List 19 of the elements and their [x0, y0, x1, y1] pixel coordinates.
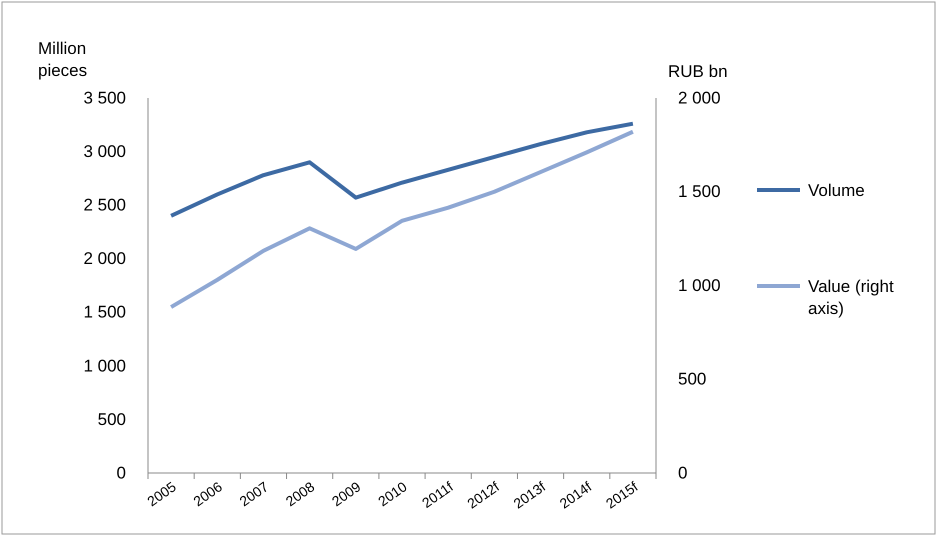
y-tick-label: 3 500 — [83, 88, 126, 108]
legend-label: Value (right axis) — [808, 277, 894, 318]
y2-tick-label: 1 500 — [678, 182, 721, 202]
line-series — [169, 122, 635, 218]
y2-tick-label: 2 000 — [678, 88, 721, 108]
y-tick-label: 500 — [98, 410, 126, 429]
y-axis-title: Million pieces — [38, 39, 88, 80]
y2-axis-title: RUB bn — [668, 62, 728, 81]
y-tick-label: 2 500 — [83, 196, 126, 215]
line-series — [169, 130, 635, 310]
y2-tick-label: 0 — [678, 463, 688, 482]
y-tick-label: 1 500 — [83, 302, 126, 322]
y-tick-label: 2 000 — [83, 249, 126, 268]
y-tick-label: 0 — [116, 463, 126, 482]
y-tick-label: 3 000 — [83, 142, 126, 162]
y2-tick-label: 500 — [678, 370, 706, 389]
legend-label: Volume — [808, 181, 865, 200]
y2-tick-label: 1 000 — [678, 276, 721, 295]
y-tick-label: 1 000 — [83, 356, 126, 376]
